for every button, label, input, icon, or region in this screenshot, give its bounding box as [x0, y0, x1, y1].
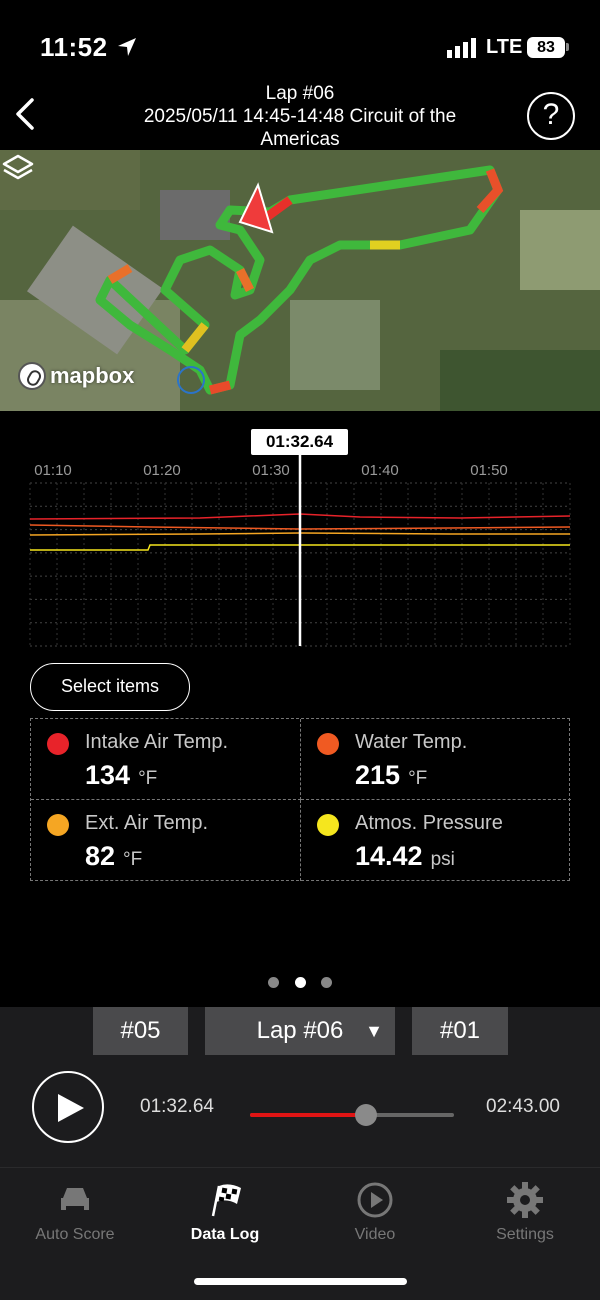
slider-progress [250, 1113, 367, 1117]
readings-grid: Intake Air Temp. 134 °F Water Temp. 215 °F… [30, 718, 571, 881]
reading-label: Water Temp. [355, 731, 468, 753]
status-time: 11:52 [40, 32, 108, 62]
tab-bar: Auto Score Data Log Video [0, 1167, 600, 1300]
series-line-atmos-pressure [30, 544, 570, 551]
home-indicator [194, 1278, 407, 1285]
reading-atmos-pressure: Atmos. Pressure 14.42 psi [301, 800, 571, 881]
x-tick-label: 01:50 [470, 462, 508, 479]
checkered-flag-icon [211, 1184, 241, 1217]
play-button[interactable] [32, 1071, 104, 1143]
series-color-dot [317, 733, 339, 755]
reading-label: Atmos. Pressure [355, 812, 503, 834]
page-indicator [268, 977, 334, 989]
tab-auto-score[interactable]: Auto Score [0, 1176, 150, 1246]
total-time: 02:43.00 [486, 1096, 560, 1117]
tab-label: Video [354, 1226, 396, 1243]
tab-settings[interactable]: Settings [450, 1176, 600, 1246]
series-color-dot [47, 814, 69, 836]
reading-value: 134 °F [85, 760, 158, 790]
cursor-time-label: 01:32.64 [251, 429, 348, 455]
location-arrow-icon [118, 38, 136, 56]
series-line-intake-air-temp [29, 513, 571, 520]
reading-value: 14.42 psi [355, 841, 455, 871]
series-color-dot [317, 814, 339, 836]
tab-data-log[interactable]: Data Log [150, 1176, 300, 1246]
title-session: 2025/05/11 14:45-14:48 Circuit of the Am… [143, 106, 457, 150]
x-tick-label: 01:20 [143, 462, 181, 479]
playback-controls: #05 Lap #06 ▼ #01 01:32.64 02:43.00 [0, 1007, 600, 1167]
page-title: Lap #06 2025/05/11 14:45-14:48 Circuit o… [130, 82, 470, 151]
dropdown-caret-icon: ▼ [365, 1021, 383, 1041]
lap-selector[interactable]: Lap #06 ▼ [205, 1007, 395, 1055]
chart-canvas: 01:10 01:20 01:30 01:40 01:50 [29, 455, 571, 647]
x-tick-label: 01:30 [252, 462, 290, 479]
select-items-button[interactable]: Select items [30, 663, 190, 711]
satellite-map [0, 150, 600, 411]
play-icon [58, 1094, 84, 1122]
map-info-icon[interactable] [177, 366, 205, 394]
tab-label: Settings [496, 1226, 554, 1243]
reading-label: Intake Air Temp. [85, 731, 229, 753]
mapbox-icon [18, 362, 46, 390]
tab-label: Data Log [190, 1226, 260, 1243]
mapbox-attribution: mapbox [50, 363, 135, 388]
page-dot[interactable] [321, 977, 332, 988]
signal-icon [447, 38, 476, 58]
previous-lap-button[interactable]: #05 [93, 1007, 188, 1055]
play-circle-icon [357, 1182, 393, 1218]
reading-value: 215 °F [355, 760, 428, 790]
current-time: 01:32.64 [140, 1096, 214, 1117]
car-position-marker [238, 182, 274, 234]
tab-label: Auto Score [35, 1226, 115, 1243]
tab-video[interactable]: Video [300, 1176, 450, 1246]
status-bar: 11:52 LTE 83 [0, 0, 600, 80]
next-lap-button[interactable]: #01 [412, 1007, 508, 1055]
x-tick-label: 01:10 [34, 462, 72, 479]
car-icon [61, 1188, 89, 1210]
reading-label: Ext. Air Temp. [85, 812, 209, 834]
help-button[interactable]: ? [527, 92, 575, 140]
carrier-label: LTE [486, 36, 523, 58]
reading-ext-air-temp: Ext. Air Temp. 82 °F [31, 800, 301, 881]
page-dot[interactable] [268, 977, 279, 988]
page-dot-active[interactable] [295, 977, 306, 988]
layers-icon[interactable] [0, 150, 36, 186]
reading-value: 82 °F [85, 841, 143, 871]
header: Lap #06 2025/05/11 14:45-14:48 Circuit o… [0, 80, 600, 150]
battery-icon: 83 [527, 37, 565, 58]
gear-icon [507, 1182, 543, 1218]
question-icon: ? [542, 98, 560, 131]
data-chart[interactable]: 01:10 01:20 01:30 01:40 01:50 01:32.64 [0, 411, 600, 661]
battery-cap [566, 43, 569, 51]
series-color-dot [47, 733, 69, 755]
x-tick-label: 01:40 [361, 462, 399, 479]
reading-water-temp: Water Temp. 215 °F [301, 719, 571, 800]
mapbox-logo: mapbox [18, 362, 134, 390]
slider-thumb[interactable] [355, 1104, 378, 1126]
back-button[interactable] [10, 96, 40, 132]
lap-selector-label: Lap #06 [256, 1017, 344, 1044]
title-lap: Lap #06 [265, 83, 335, 104]
reading-intake-air-temp: Intake Air Temp. 134 °F [31, 719, 301, 800]
playback-slider[interactable] [250, 1104, 454, 1126]
track-map[interactable]: mapbox [0, 150, 600, 411]
